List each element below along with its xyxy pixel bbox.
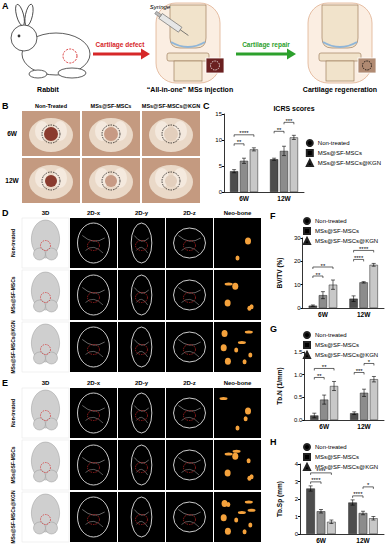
svg-text:0.5: 0.5 bbox=[294, 394, 303, 400]
svg-text:****: **** bbox=[354, 255, 364, 261]
svg-text:4: 4 bbox=[295, 461, 299, 467]
svg-text:Rabbit: Rabbit bbox=[37, 86, 59, 93]
svg-text:6W: 6W bbox=[318, 311, 329, 318]
svg-text:5: 5 bbox=[219, 163, 223, 169]
svg-text:6W: 6W bbox=[316, 537, 327, 544]
svg-text:1: 1 bbox=[295, 514, 299, 520]
svg-text:*: * bbox=[367, 482, 370, 488]
svg-text:10: 10 bbox=[215, 137, 222, 143]
svg-text:MSs@SF-MSCs: MSs@SF-MSCs bbox=[10, 276, 16, 313]
svg-text:****: **** bbox=[316, 468, 326, 474]
svg-text:A: A bbox=[2, 1, 9, 11]
svg-text:C: C bbox=[203, 101, 210, 111]
svg-text:10: 10 bbox=[294, 282, 301, 288]
svg-text:B: B bbox=[2, 101, 9, 111]
svg-text:0: 0 bbox=[295, 531, 299, 537]
svg-text:12W: 12W bbox=[5, 177, 19, 184]
svg-text:0: 0 bbox=[297, 305, 301, 311]
svg-text:Cartilage regeneration: Cartilage regeneration bbox=[303, 86, 377, 94]
svg-text:MSs@SF-MSCs@KGN: MSs@SF-MSCs@KGN bbox=[315, 352, 378, 358]
svg-text:G: G bbox=[270, 324, 277, 334]
svg-text:3D: 3D bbox=[42, 210, 50, 216]
svg-text:MSs@SF-MSCs: MSs@SF-MSCs bbox=[315, 228, 359, 234]
svg-text:Neo-bone: Neo-bone bbox=[224, 210, 252, 216]
svg-text:Non-treated: Non-treated bbox=[10, 399, 16, 427]
svg-text:6W: 6W bbox=[239, 195, 250, 202]
svg-text:0: 0 bbox=[219, 189, 223, 195]
svg-text:**: ** bbox=[277, 127, 282, 133]
svg-text:Non-treated: Non-treated bbox=[10, 229, 16, 257]
svg-text:MSs@SF-MSCs@KGN: MSs@SF-MSCs@KGN bbox=[10, 490, 16, 543]
svg-text:MSs@SF-MSCs: MSs@SF-MSCs bbox=[318, 150, 362, 156]
svg-text:**: ** bbox=[322, 364, 327, 370]
svg-text:Non-treated: Non-treated bbox=[318, 140, 350, 146]
svg-text:6W: 6W bbox=[319, 423, 330, 430]
svg-text:12W: 12W bbox=[357, 423, 371, 430]
svg-text:MSs@SF-MSCs: MSs@SF-MSCs bbox=[91, 103, 132, 109]
svg-text:2D-y: 2D-y bbox=[135, 380, 149, 386]
svg-text:2D-x: 2D-x bbox=[87, 210, 101, 216]
svg-text:2D-y: 2D-y bbox=[135, 210, 149, 216]
svg-text:Neo-bone: Neo-bone bbox=[224, 380, 252, 386]
svg-text:20: 20 bbox=[294, 258, 301, 264]
svg-text:H: H bbox=[270, 437, 277, 447]
svg-text:****: **** bbox=[311, 477, 321, 483]
svg-text:D: D bbox=[2, 208, 9, 218]
svg-text:ICRS scores: ICRS scores bbox=[273, 105, 314, 112]
svg-text:****: **** bbox=[353, 491, 363, 497]
svg-text:Cartilage defect: Cartilage defect bbox=[96, 41, 146, 49]
svg-text:2: 2 bbox=[295, 496, 299, 502]
svg-text:***: *** bbox=[356, 368, 364, 374]
svg-text:****: **** bbox=[359, 246, 369, 252]
svg-text:Non-treated: Non-treated bbox=[315, 444, 347, 450]
svg-text:MSs@SF-MSCs@KGN: MSs@SF-MSCs@KGN bbox=[142, 103, 200, 109]
svg-text:Cartilage repair: Cartilage repair bbox=[242, 41, 290, 49]
svg-text:***: *** bbox=[285, 118, 293, 124]
svg-text:12W: 12W bbox=[277, 195, 291, 202]
svg-text:Tb.Sp (mm): Tb.Sp (mm) bbox=[276, 481, 284, 517]
svg-text:MSs@SF-MSCs@KGN: MSs@SF-MSCs@KGN bbox=[315, 238, 378, 244]
svg-text:15: 15 bbox=[215, 111, 222, 117]
svg-text:0.0: 0.0 bbox=[294, 417, 303, 423]
svg-text:Tb.N (1/mm): Tb.N (1/mm) bbox=[276, 367, 284, 405]
svg-text:Non-treated: Non-treated bbox=[315, 332, 347, 338]
svg-text:MSs@SF-MSCs@KGN: MSs@SF-MSCs@KGN bbox=[315, 464, 379, 470]
svg-text:**: ** bbox=[317, 373, 322, 379]
svg-text:****: **** bbox=[239, 130, 249, 136]
svg-text:F: F bbox=[270, 211, 276, 221]
svg-text:Syringe: Syringe bbox=[150, 4, 171, 10]
svg-text:MSs@SF-MSCs@KGN: MSs@SF-MSCs@KGN bbox=[318, 160, 381, 166]
svg-text:6W: 6W bbox=[7, 130, 18, 137]
svg-text:3D: 3D bbox=[42, 380, 50, 386]
svg-text:1.5: 1.5 bbox=[294, 349, 303, 355]
svg-text:BV/TV (%): BV/TV (%) bbox=[276, 257, 284, 288]
svg-text:1.0: 1.0 bbox=[294, 372, 303, 378]
svg-text:2D-z: 2D-z bbox=[183, 380, 196, 386]
svg-text:MSs@SF-MSCs: MSs@SF-MSCs bbox=[10, 446, 16, 483]
svg-text:30: 30 bbox=[294, 235, 301, 241]
svg-text:12W: 12W bbox=[356, 537, 370, 544]
svg-text:**: ** bbox=[321, 263, 326, 269]
svg-text:2D-z: 2D-z bbox=[183, 210, 196, 216]
svg-text:Non-treated: Non-treated bbox=[315, 218, 347, 224]
svg-text:*: * bbox=[368, 359, 371, 365]
svg-text:MSs@SF-MSCs@KGN: MSs@SF-MSCs@KGN bbox=[10, 320, 16, 373]
svg-text:2D-x: 2D-x bbox=[87, 380, 101, 386]
svg-text:**: ** bbox=[237, 139, 242, 145]
svg-text:Non-Treated: Non-Treated bbox=[35, 103, 67, 109]
svg-text:**: ** bbox=[316, 272, 321, 278]
svg-text:MSs@SF-MSCs: MSs@SF-MSCs bbox=[315, 454, 359, 460]
svg-text:E: E bbox=[2, 378, 8, 388]
svg-text:3: 3 bbox=[295, 479, 299, 485]
svg-text:“All-in-one” MSs injection: “All-in-one” MSs injection bbox=[147, 86, 233, 94]
svg-text:MSs@SF-MSCs: MSs@SF-MSCs bbox=[315, 342, 359, 348]
svg-text:12W: 12W bbox=[357, 311, 371, 318]
